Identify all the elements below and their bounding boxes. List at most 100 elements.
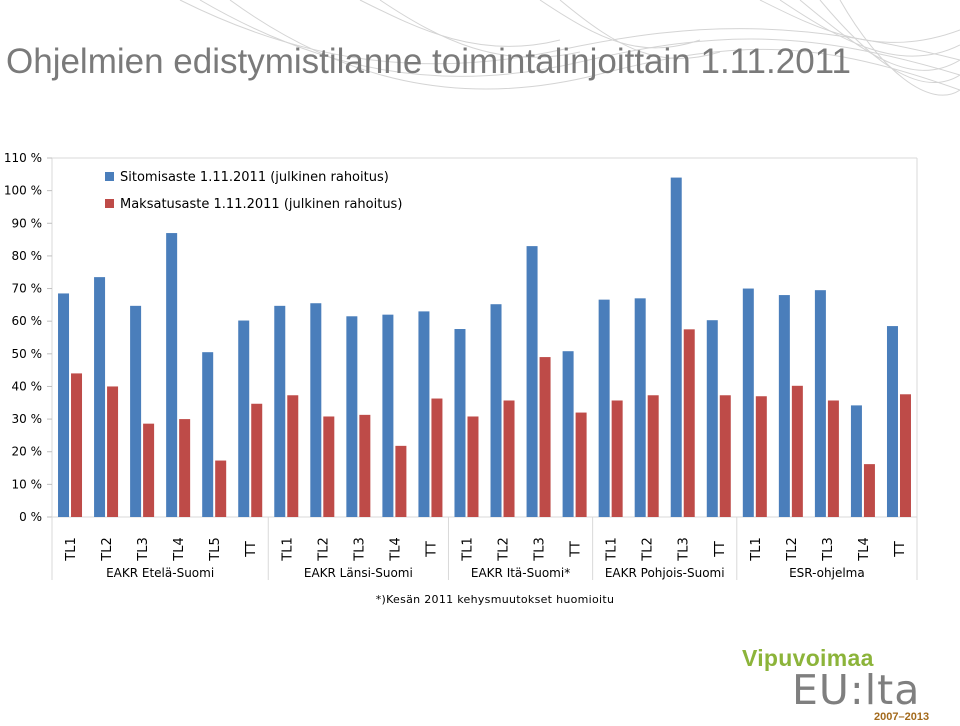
slide-title: Ohjelmien edistymistilanne toimintalinjo… [6,42,851,81]
x-tick-label: TL4 [388,537,403,561]
footnote: *)Kesän 2011 kehysmuutokset huomioitu [375,593,615,606]
group-label: EAKR Etelä-Suomi [106,566,214,580]
x-tick-label: TL1 [749,537,764,561]
x-tick-label: TT [244,541,259,558]
x-tick-label: TL2 [497,537,512,561]
x-tick-label: TL1 [460,537,475,561]
y-tick-label: 80 % [12,249,43,263]
bar-maksatusaste [611,400,623,517]
y-tick-label: 110 % [4,151,42,165]
bar-maksatusaste [863,464,875,517]
bar-sitomisaste [742,288,754,517]
y-tick-label: 10 % [12,477,43,491]
group-label: EAKR Itä-Suomi* [471,566,570,580]
bar-maksatusaste [719,395,731,517]
bar-sitomisaste [850,405,862,517]
bar-sitomisaste [274,305,286,517]
bar-sitomisaste [130,305,142,517]
y-tick-label: 30 % [12,412,43,426]
bar-sitomisaste [778,295,790,517]
bar-maksatusaste [899,394,911,517]
bar-maksatusaste [755,396,767,517]
y-tick-label: 60 % [12,314,43,328]
bar-sitomisaste [670,177,682,517]
bar-maksatusaste [71,373,83,517]
bar-maksatusaste [107,386,119,517]
bar-sitomisaste [94,277,106,517]
legend-label: Maksatusaste 1.11.2011 (julkinen rahoitu… [120,197,402,212]
bar-maksatusaste [251,403,263,517]
logo-eu-text: EU:lta [792,666,921,714]
bar-sitomisaste [562,351,574,517]
bar-maksatusaste [143,423,155,517]
bar-maksatusaste [683,329,695,517]
background-wave-decoration [179,0,960,96]
bar-maksatusaste [323,416,335,517]
bar-maksatusaste [647,395,659,517]
group-label: ESR-ohjelma [789,566,865,580]
bar-sitomisaste [346,316,358,517]
x-tick-label: TL1 [280,537,295,561]
x-tick-label: TL4 [857,537,872,561]
x-tick-label: TL1 [605,537,620,561]
x-tick-label: TL5 [208,537,223,561]
bar-maksatusaste [359,414,371,517]
logo-wordmark: Vipuvoimaa [742,645,874,671]
bar-sitomisaste [418,311,430,517]
x-tick-label: TL1 [64,537,79,561]
bar-sitomisaste [202,352,214,517]
bar-sitomisaste [706,320,718,517]
bar-sitomisaste [382,314,394,517]
x-tick-label: TT [424,541,439,558]
bar-sitomisaste [886,326,898,517]
bar-maksatusaste [179,419,191,517]
group-label: EAKR Pohjois-Suomi [605,566,725,580]
y-tick-label: 90 % [12,216,43,230]
y-tick-label: 20 % [12,445,43,459]
x-tick-label: TL4 [172,537,187,561]
y-tick-label: 0 % [19,510,42,524]
bar-maksatusaste [395,445,407,517]
bar-maksatusaste [539,357,551,517]
x-tick-label: TL2 [641,537,656,561]
y-tick-label: 70 % [12,282,43,296]
x-tick-label: TL3 [136,537,151,561]
bar-sitomisaste [58,293,70,517]
x-tick-label: TL2 [785,537,800,561]
y-tick-label: 40 % [12,379,43,393]
x-tick-label: TL2 [316,537,331,561]
bar-maksatusaste [431,398,443,517]
x-tick-label: TT [569,541,584,558]
vipuvoimaa-eu-logo: Vipuvoimaa EU:lta 2007–2013 [742,645,942,725]
bar-sitomisaste [814,290,826,517]
y-tick-label: 50 % [12,347,43,361]
x-tick-label: TT [713,541,728,558]
x-tick-label: TT [893,541,908,558]
bar-maksatusaste [467,416,479,517]
x-tick-label: TL2 [100,537,115,561]
x-tick-label: TL3 [352,537,367,561]
chart-legend: Sitomisaste 1.11.2011 (julkinen rahoitus… [105,170,402,212]
bar-sitomisaste [238,320,250,517]
bar-sitomisaste [166,233,178,517]
legend-swatch [105,199,114,208]
bar-sitomisaste [598,299,610,517]
bar-sitomisaste [490,304,502,517]
x-tick-label: TL3 [677,537,692,561]
x-tick-label: TL3 [533,537,548,561]
bar-sitomisaste [454,329,466,517]
group-label: EAKR Länsi-Suomi [304,566,413,580]
bar-sitomisaste [310,303,322,517]
bar-maksatusaste [287,395,299,517]
bar-maksatusaste [827,400,839,517]
legend-label: Sitomisaste 1.11.2011 (julkinen rahoitus… [120,170,389,185]
bar-maksatusaste [503,400,515,517]
plot-area: 0 % 10 % 20 % 30 % 40 % 50 % 60 % 70 % 80 % 90 % 1… [4,151,918,580]
x-tick-label: TL3 [821,537,836,561]
legend-swatch [105,172,114,181]
bar-sitomisaste [526,246,538,518]
bar-maksatusaste [791,385,803,517]
bar-maksatusaste [215,460,227,517]
bar-maksatusaste [575,412,587,517]
